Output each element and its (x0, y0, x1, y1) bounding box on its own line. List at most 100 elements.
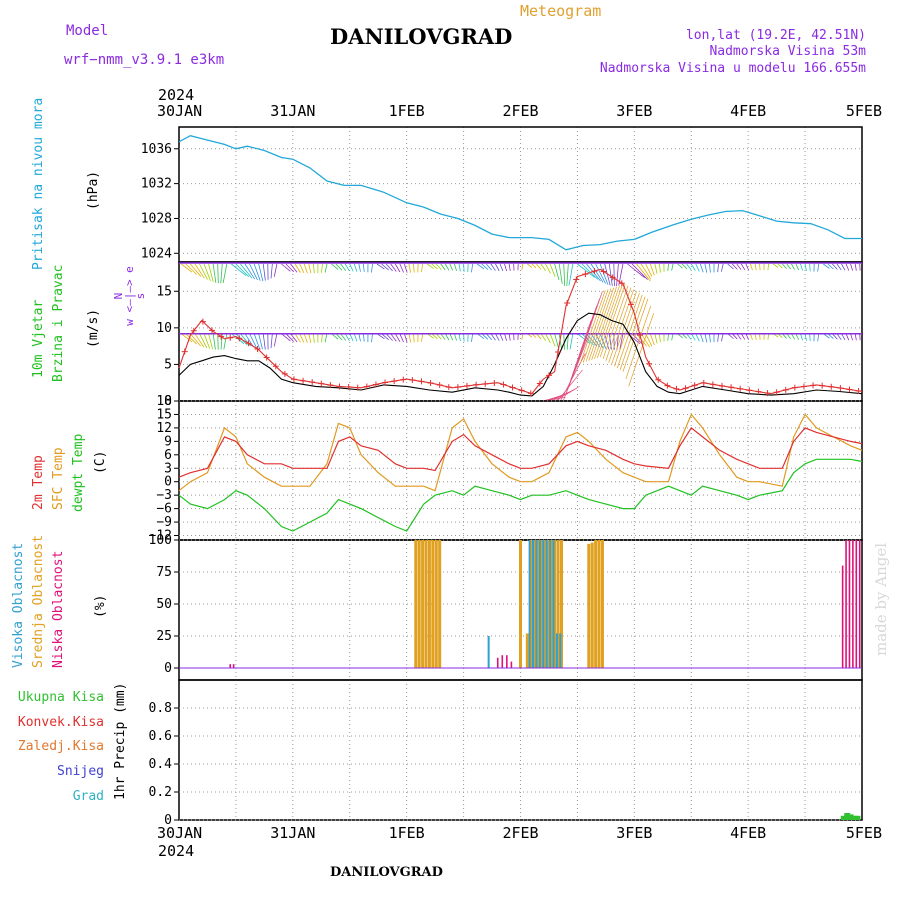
cloud-mid-bar (536, 540, 540, 668)
wind-direction-barb (608, 333, 612, 350)
cloud-mid-bar (417, 540, 421, 668)
cloud-high-bar (545, 540, 548, 668)
time-tick-label-bottom: 31JAN (270, 824, 315, 842)
wind-direction-barb (217, 263, 219, 284)
time-tick-label-top: 1FEB (389, 102, 425, 120)
time-tick-label-bottom: 5FEB (846, 824, 882, 842)
wind-hatch-line (591, 286, 617, 360)
wind-direction-barb (854, 263, 857, 271)
sfc-temp-line (178, 413, 863, 492)
wind-ytick-label: 15 (156, 284, 172, 299)
cloud-mid-bar (597, 540, 601, 668)
wind-gust-marker (218, 333, 225, 340)
wind-gust-marker (855, 387, 862, 394)
wind-gust-marker (755, 388, 762, 395)
pressure-ytick-label: 1024 (141, 246, 172, 261)
wind-direction-barb (499, 333, 504, 341)
year-label-bottom: 2024 (158, 842, 194, 860)
wind-direction-barb (804, 263, 807, 272)
wind-direction-barb (181, 333, 193, 343)
wind-gust-marker (463, 382, 470, 389)
wind-direction-barb (809, 263, 811, 272)
cloud-high-bar (555, 633, 558, 668)
wind-gust-marker (181, 348, 188, 355)
wind-gust-marker (828, 383, 835, 390)
wind-gust-marker (445, 384, 452, 391)
wind-direction-barb (508, 263, 511, 271)
wind-gust-marker (673, 385, 680, 392)
wind-direction-barb (303, 333, 308, 343)
meteogram-label: Meteogram (520, 2, 601, 20)
wind-direction-barb (454, 263, 457, 271)
wind-direction-barb (827, 333, 834, 340)
wind-direction-barb (376, 333, 385, 340)
cloud-ytick-label: 25 (156, 629, 172, 644)
wind-direction-barb (240, 263, 253, 279)
cloud-low-bar (848, 540, 851, 668)
wind-direction-barb (324, 263, 328, 273)
wind-direction-barb (458, 263, 461, 272)
time-tick-label-top: 3FEB (616, 102, 652, 120)
wind-direction-barb (199, 333, 208, 349)
wind-direction-barb (449, 263, 454, 271)
wind-direction-barb (471, 263, 474, 273)
wind-direction-barb (321, 333, 323, 343)
wind-direction-barb (477, 263, 485, 270)
wind-direction-barb (394, 333, 401, 342)
wind-gust-marker (555, 348, 562, 355)
wind-direction-barb (249, 263, 258, 281)
wind-direction-barb (671, 333, 674, 341)
wind-direction-barb (640, 263, 652, 280)
wind-direction-barb (185, 263, 197, 275)
wind-direction-barb (299, 263, 305, 274)
dewpt-label: dewpt Temp (71, 434, 86, 512)
wind-direction-barb (413, 333, 415, 343)
wind-gust-marker (199, 318, 206, 325)
wind-direction-barb (577, 263, 596, 278)
wind-direction-barb (558, 263, 563, 284)
wind-direction-barb (804, 333, 807, 341)
wind-direction-barb (244, 263, 256, 280)
wind-direction-barb (490, 263, 496, 271)
wind-direction-barb (331, 333, 339, 340)
wind-direction-barb (604, 263, 611, 286)
model-label: Model (66, 23, 108, 39)
wind-direction-barb (727, 333, 734, 339)
cloud-ytick-label: 50 (156, 597, 172, 612)
cloud-low-bar (506, 655, 508, 668)
precip-ytick-label: 0 (164, 813, 172, 828)
wind-direction-barb (408, 333, 412, 343)
wind-direction-barb (731, 263, 738, 270)
precip-label-total: Ukupna Kisa (18, 690, 104, 705)
wind-direction-barb (181, 263, 193, 273)
wind-direction-barb (371, 263, 373, 273)
wind-direction-barb (727, 263, 734, 270)
wind-gust-marker (536, 380, 543, 387)
wind-direction-barb (258, 263, 264, 282)
wind-direction-barb (499, 263, 504, 272)
wind-direction-barb (832, 333, 838, 340)
wind-direction-barb (481, 263, 489, 270)
wind-gust-marker (800, 383, 807, 390)
precip-label-frz: Zaledj.Kisa (18, 739, 104, 754)
wind-direction-barb (809, 333, 811, 342)
wind-direction-barb (699, 333, 704, 343)
cloud-mid-bar (542, 540, 546, 668)
wind-gust-marker (382, 379, 389, 386)
cloud-mid-bar (590, 542, 594, 668)
wind-direction-barb (249, 333, 258, 349)
wind-gust-marker (691, 382, 698, 389)
wind-gust-marker (682, 385, 689, 392)
temp-ytick-label: 15 (156, 407, 172, 422)
wind-gust-line (178, 268, 863, 395)
wind-direction-barb (586, 333, 598, 347)
wind-direction-barb (281, 333, 291, 342)
wind-direction-barb (613, 263, 615, 287)
wind-gust-marker (637, 332, 644, 339)
wind-gust-marker (609, 274, 616, 281)
wind-direction-barb (481, 333, 489, 340)
wind-direction-barb (636, 263, 651, 282)
wind-hatch-line (597, 284, 623, 359)
cloud-mid-bar (427, 540, 431, 668)
wind-direction-barb (717, 263, 719, 273)
